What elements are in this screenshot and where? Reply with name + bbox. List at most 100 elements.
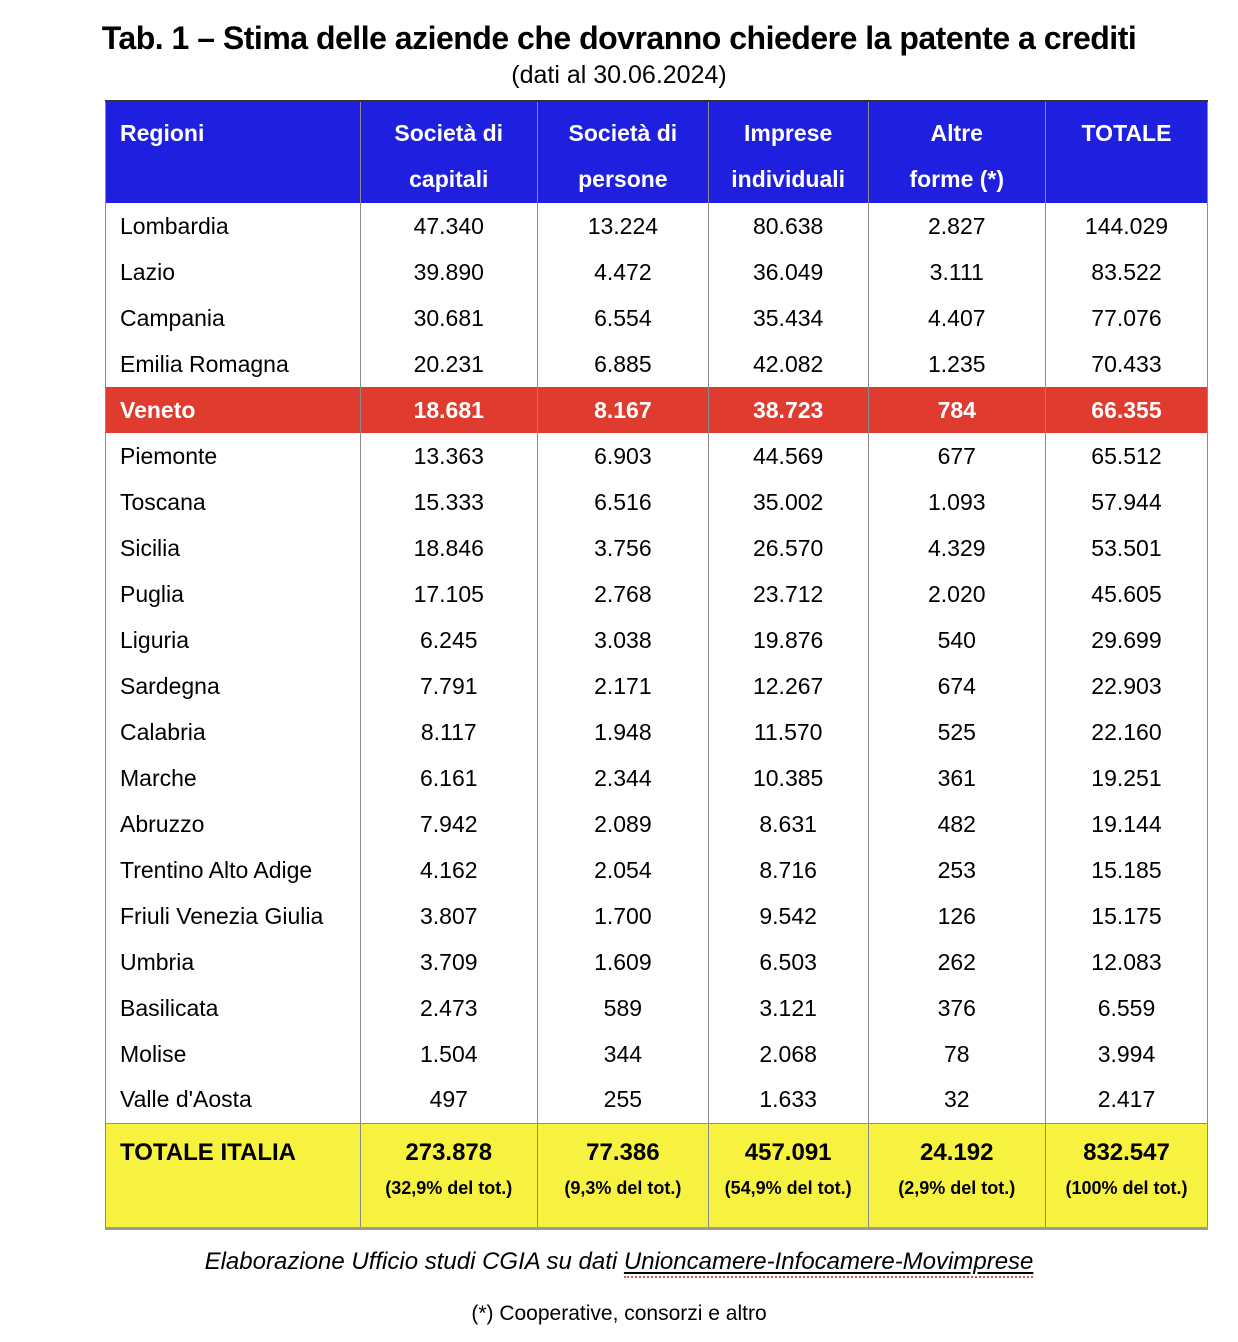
cell-value: 15.175 bbox=[1044, 893, 1209, 939]
cell-value: 35.002 bbox=[707, 479, 869, 525]
region-name: Umbria bbox=[105, 939, 361, 985]
cell-value: 589 bbox=[536, 985, 709, 1031]
cell-value: 15.185 bbox=[1044, 847, 1209, 893]
cell-value: 1.235 bbox=[867, 341, 1046, 387]
cell-value: 66.355 bbox=[1044, 387, 1209, 433]
cell-value: 65.512 bbox=[1044, 433, 1209, 479]
cell-value: 3.807 bbox=[359, 893, 538, 939]
table-row: Molise 1.504 344 2.068 78 3.994 bbox=[105, 1031, 1209, 1077]
cell-value: 18.681 bbox=[359, 387, 538, 433]
page-subtitle: (dati al 30.06.2024) bbox=[511, 61, 727, 89]
cell-value: 4.407 bbox=[867, 295, 1046, 341]
table-row: Valle d'Aosta 497 255 1.633 32 2.417 bbox=[105, 1077, 1209, 1123]
column-header-societa-persone: Società di persone bbox=[536, 100, 709, 203]
cell-value: 77.076 bbox=[1044, 295, 1209, 341]
cell-value: 126 bbox=[867, 893, 1046, 939]
cell-value: 42.082 bbox=[707, 341, 869, 387]
cell-value: 6.554 bbox=[536, 295, 709, 341]
table-row: Piemonte 13.363 6.903 44.569 677 65.512 bbox=[105, 433, 1209, 479]
cell-value: 39.890 bbox=[359, 249, 538, 295]
cell-value: 26.570 bbox=[707, 525, 869, 571]
cell-value: 497 bbox=[359, 1077, 538, 1123]
total-cell: 24.192 (2,9% del tot.) bbox=[867, 1122, 1046, 1230]
region-name: Sicilia bbox=[105, 525, 361, 571]
source-note: Elaborazione Ufficio studi CGIA su dati … bbox=[0, 1247, 1238, 1278]
cell-value: 22.160 bbox=[1044, 709, 1209, 755]
column-header-imprese-individuali: Imprese individuali bbox=[707, 100, 869, 203]
total-value: 273.878 bbox=[405, 1138, 493, 1166]
region-name: Puglia bbox=[105, 571, 361, 617]
page-title: Tab. 1 – Stima delle aziende che dovrann… bbox=[101, 20, 1137, 56]
cell-value: 4.329 bbox=[867, 525, 1046, 571]
cell-value: 13.224 bbox=[536, 203, 709, 249]
region-name: Marche bbox=[105, 755, 361, 801]
cell-value: 80.638 bbox=[707, 203, 869, 249]
total-percent: (54,9% del tot.) bbox=[724, 1177, 852, 1198]
cell-value: 6.903 bbox=[536, 433, 709, 479]
total-value: 24.192 bbox=[920, 1138, 994, 1166]
region-name: Emilia Romagna bbox=[105, 341, 361, 387]
cell-value: 4.162 bbox=[359, 847, 538, 893]
cell-value: 3.038 bbox=[536, 617, 709, 663]
cell-value: 677 bbox=[867, 433, 1046, 479]
cell-value: 18.846 bbox=[359, 525, 538, 571]
cell-value: 3.756 bbox=[536, 525, 709, 571]
cell-value: 2.768 bbox=[536, 571, 709, 617]
table-row: Lazio 39.890 4.472 36.049 3.111 83.522 bbox=[105, 249, 1209, 295]
cell-value: 2.068 bbox=[707, 1031, 869, 1077]
cell-value: 361 bbox=[867, 755, 1046, 801]
cell-value: 30.681 bbox=[359, 295, 538, 341]
total-percent: (100% del tot.) bbox=[1065, 1177, 1188, 1198]
table-row: Marche 6.161 2.344 10.385 361 19.251 bbox=[105, 755, 1209, 801]
total-cell: 273.878 (32,9% del tot.) bbox=[359, 1122, 538, 1230]
table-row: Campania 30.681 6.554 35.434 4.407 77.076 bbox=[105, 295, 1209, 341]
total-row: TOTALE ITALIA 273.878 (32,9% del tot.) 7… bbox=[105, 1122, 1209, 1230]
cell-value: 13.363 bbox=[359, 433, 538, 479]
cell-value: 525 bbox=[867, 709, 1046, 755]
cell-value: 4.472 bbox=[536, 249, 709, 295]
cell-value: 1.504 bbox=[359, 1031, 538, 1077]
cell-value: 29.699 bbox=[1044, 617, 1209, 663]
cell-value: 1.609 bbox=[536, 939, 709, 985]
column-header-totale: TOTALE bbox=[1044, 100, 1209, 203]
cell-value: 38.723 bbox=[707, 387, 869, 433]
cell-value: 2.827 bbox=[867, 203, 1046, 249]
table-row: Calabria 8.117 1.948 11.570 525 22.160 bbox=[105, 709, 1209, 755]
table-header-row: Regioni Società di capitali Società di p… bbox=[105, 100, 1209, 203]
cell-value: 22.903 bbox=[1044, 663, 1209, 709]
region-name: Lazio bbox=[105, 249, 361, 295]
cell-value: 47.340 bbox=[359, 203, 538, 249]
cell-value: 6.516 bbox=[536, 479, 709, 525]
region-name: Piemonte bbox=[105, 433, 361, 479]
cell-value: 344 bbox=[536, 1031, 709, 1077]
total-label: TOTALE ITALIA bbox=[105, 1122, 361, 1230]
region-name: Basilicata bbox=[105, 985, 361, 1031]
document-page: Tab. 1 – Stima delle aziende che dovrann… bbox=[0, 20, 1238, 1342]
cell-value: 6.559 bbox=[1044, 985, 1209, 1031]
footnote: (*) Cooperative, consorzi e altro bbox=[471, 1301, 767, 1325]
source-dataset-underlined: Unioncamere-Infocamere-Movimprese bbox=[623, 1247, 1034, 1278]
table-row: Sardegna 7.791 2.171 12.267 674 22.903 bbox=[105, 663, 1209, 709]
cell-value: 32 bbox=[867, 1077, 1046, 1123]
regions-table: Regioni Società di capitali Società di p… bbox=[105, 100, 1209, 1230]
region-name: Molise bbox=[105, 1031, 361, 1077]
table-row-highlighted: Veneto 18.681 8.167 38.723 784 66.355 bbox=[105, 387, 1209, 433]
cell-value: 253 bbox=[867, 847, 1046, 893]
cell-value: 674 bbox=[867, 663, 1046, 709]
total-percent: (2,9% del tot.) bbox=[898, 1177, 1016, 1198]
cell-value: 3.994 bbox=[1044, 1031, 1209, 1077]
cell-value: 8.117 bbox=[359, 709, 538, 755]
total-value: 832.547 bbox=[1083, 1138, 1170, 1166]
cell-value: 17.105 bbox=[359, 571, 538, 617]
cell-value: 19.251 bbox=[1044, 755, 1209, 801]
cell-value: 19.144 bbox=[1044, 801, 1209, 847]
cell-value: 1.093 bbox=[867, 479, 1046, 525]
cell-value: 70.433 bbox=[1044, 341, 1209, 387]
cell-value: 19.876 bbox=[707, 617, 869, 663]
cell-value: 12.267 bbox=[707, 663, 869, 709]
table-row: Basilicata 2.473 589 3.121 376 6.559 bbox=[105, 985, 1209, 1031]
cell-value: 255 bbox=[536, 1077, 709, 1123]
column-header-regioni: Regioni bbox=[105, 100, 361, 203]
table-row: Toscana 15.333 6.516 35.002 1.093 57.944 bbox=[105, 479, 1209, 525]
cell-value: 3.111 bbox=[867, 249, 1046, 295]
